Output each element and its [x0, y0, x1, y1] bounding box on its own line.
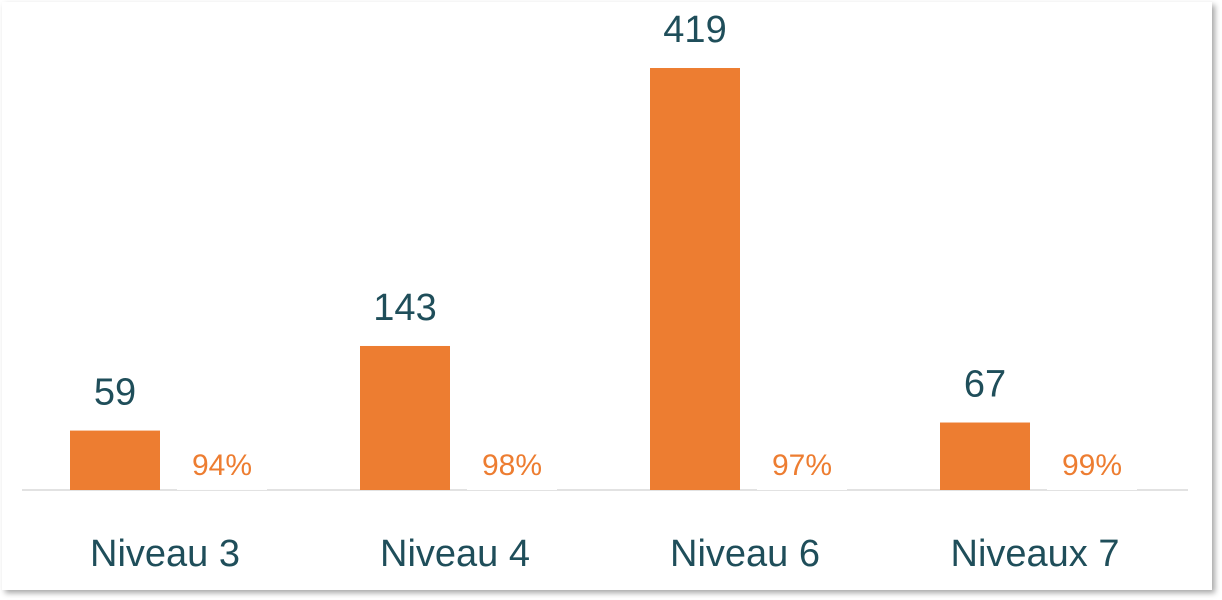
data-label: 99%: [1062, 449, 1122, 482]
frame: [2, 2, 1212, 590]
data-label: 59: [94, 372, 136, 414]
bar: [940, 422, 1030, 490]
data-label: 419: [663, 9, 726, 51]
bar: [650, 68, 740, 490]
x-tick-label: Niveaux 7: [951, 533, 1120, 575]
data-label: 67: [964, 364, 1006, 406]
bar: [1047, 489, 1137, 490]
data-label: 97%: [772, 449, 832, 482]
data-label: 94%: [192, 449, 252, 482]
data-label: 143: [373, 287, 436, 329]
bar: [467, 489, 557, 490]
bar: [177, 489, 267, 490]
bar: [70, 430, 160, 490]
x-tick-label: Niveau 6: [670, 533, 820, 575]
data-label: 98%: [482, 449, 542, 482]
bar: [757, 489, 847, 490]
bar: [360, 345, 450, 490]
x-tick-label: Niveau 3: [90, 533, 240, 575]
x-tick-label: Niveau 4: [380, 533, 530, 575]
